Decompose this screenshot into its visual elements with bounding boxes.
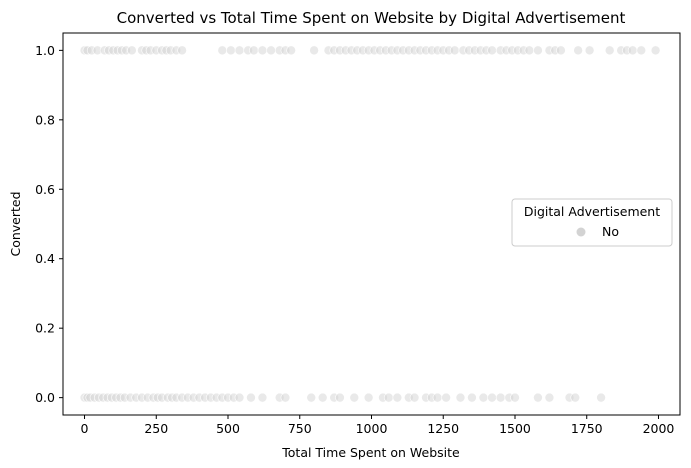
y-tick-label: 0.6	[35, 182, 55, 197]
x-ticks: 0 250 500 750 1000 1250 1500 1750 2000	[81, 415, 675, 436]
data-point	[280, 392, 291, 403]
legend-title: Digital Advertisement	[524, 204, 660, 219]
data-point	[409, 392, 420, 403]
x-axis-label: Total Time Spent on Website	[281, 445, 460, 460]
data-point	[383, 392, 394, 403]
data-point	[363, 392, 374, 403]
data-point	[510, 392, 520, 403]
data-point	[392, 392, 403, 403]
x-tick-label: 500	[216, 421, 240, 436]
data-point	[487, 392, 497, 403]
data-point	[487, 45, 497, 56]
data-point	[570, 392, 581, 403]
data-point	[246, 392, 256, 403]
data-point	[432, 392, 443, 403]
x-tick-label: 750	[288, 421, 312, 436]
data-point	[249, 45, 259, 56]
data-point	[604, 45, 615, 56]
data-point	[217, 45, 228, 56]
y-tick-label: 0.4	[35, 251, 55, 266]
x-tick-label: 1250	[427, 421, 459, 436]
x-tick-label: 1750	[571, 421, 603, 436]
data-point	[257, 392, 268, 403]
x-tick-label: 0	[81, 421, 89, 436]
y-tick-label: 0.2	[35, 321, 55, 336]
data-point	[306, 392, 317, 403]
data-point	[533, 392, 543, 403]
data-point	[467, 392, 477, 403]
data-point	[177, 45, 187, 56]
y-tick-label: 0.8	[35, 112, 55, 127]
legend-marker-no	[576, 227, 586, 237]
data-point	[127, 45, 137, 56]
data-point	[449, 45, 460, 56]
data-point	[524, 45, 535, 56]
data-point	[309, 45, 319, 56]
data-point	[573, 45, 583, 56]
data-point	[257, 45, 268, 56]
legend-entry-no: No	[602, 224, 619, 239]
legend: Digital Advertisement No	[511, 198, 673, 247]
y-ticks: 0.0 0.2 0.4 0.6 0.8 1.0	[35, 43, 63, 405]
data-point	[441, 392, 451, 403]
data-point	[455, 392, 466, 403]
data-point	[584, 45, 595, 56]
x-tick-label: 2000	[643, 421, 675, 436]
data-point	[636, 45, 647, 56]
data-point	[544, 392, 555, 403]
data-point	[266, 45, 276, 56]
data-point	[596, 392, 606, 403]
y-axis-label: Converted	[8, 191, 23, 256]
y-tick-label: 0.0	[35, 390, 55, 405]
data-point	[286, 45, 296, 56]
legend-box	[511, 198, 673, 247]
data-point	[478, 392, 489, 403]
data-point	[226, 45, 236, 56]
points-layer	[79, 45, 661, 403]
y-tick-label: 1.0	[35, 43, 55, 58]
data-point	[650, 45, 661, 56]
data-point	[234, 392, 245, 403]
data-point	[533, 45, 543, 56]
data-point	[495, 392, 506, 403]
data-point	[627, 45, 638, 56]
x-tick-label: 250	[144, 421, 168, 436]
data-point	[317, 392, 328, 403]
data-point	[335, 392, 345, 403]
data-point	[349, 392, 360, 403]
chart-title: Converted vs Total Time Spent on Website…	[117, 9, 626, 27]
data-point	[234, 45, 245, 56]
x-tick-label: 1500	[499, 421, 531, 436]
data-point	[556, 45, 566, 56]
x-tick-label: 1000	[356, 421, 388, 436]
